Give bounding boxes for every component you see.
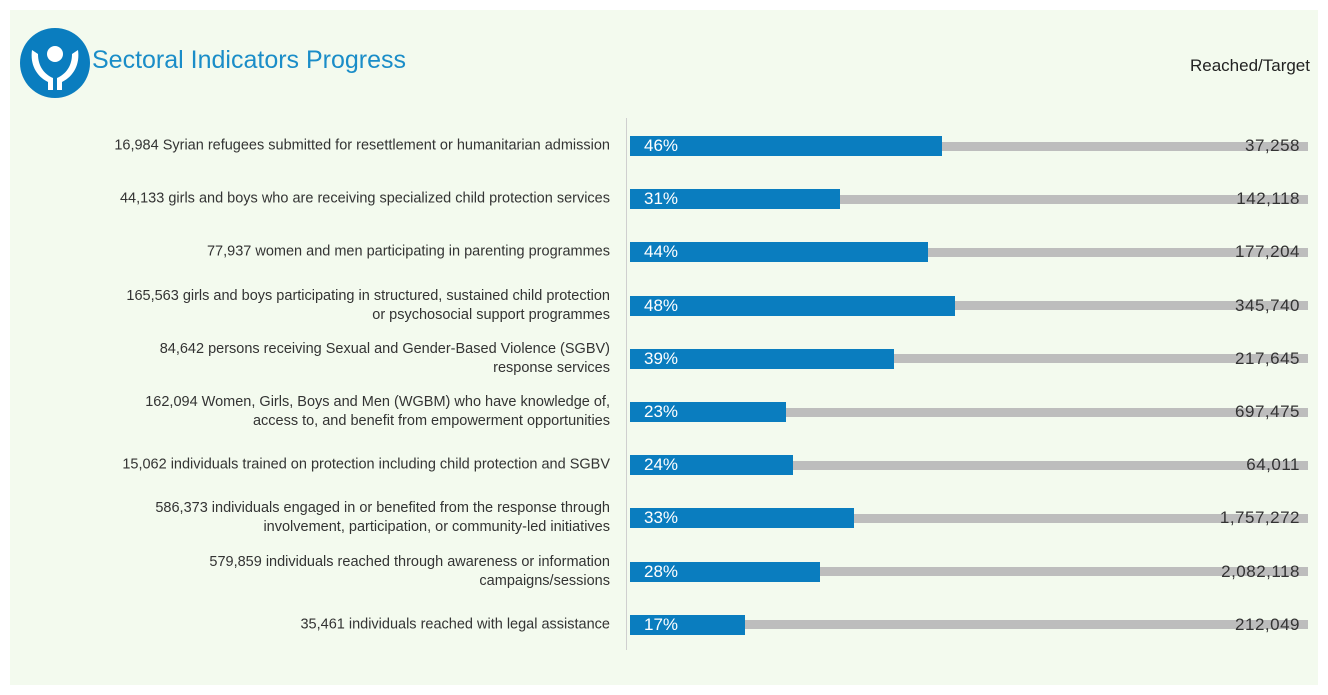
value-label: 46% [644,136,679,155]
legend-label: Reached/Target [1189,56,1310,75]
value-label: 39% [644,348,679,368]
target-label: 212,049 [1235,614,1300,634]
category-label: 162,094 Women, Girls, Boys and Men (WGBM… [145,394,610,429]
bar [630,348,895,369]
target-label: 217,645 [1235,348,1300,368]
bar [630,402,786,422]
bar [630,189,841,210]
target-track [630,354,1308,364]
chart-title: Sectoral Indicators Progress [92,46,407,74]
target-label: 177,204 [1235,242,1300,262]
category-label: 44,133 girls and boys who are receiving … [119,190,610,207]
category-label: 15,062 individuals trained on protection… [122,456,610,473]
bar [630,295,956,316]
target-label: 37,258 [1245,136,1300,155]
bar [630,561,820,582]
value-label: 28% [644,561,679,581]
target-track [630,194,1308,204]
category-label: 35,461 individuals reached with legal as… [300,616,610,633]
bar [630,242,929,263]
target-track [630,141,1308,151]
target-track [630,407,1308,417]
category-label: 586,373 individuals engaged in or benefi… [155,500,610,536]
target-track [630,247,1308,257]
bar [630,136,942,156]
category-label: 16,984 Syrian refugees submitted for res… [114,137,610,154]
category-label: 84,642 persons receiving Sexual and Gend… [159,340,610,376]
value-label: 17% [644,614,679,634]
value-label: 48% [644,295,679,315]
logo-icon [20,28,90,98]
target-label: 1,757,272 [1219,508,1300,528]
category-label: 579,859 individuals reached through awar… [209,553,610,589]
target-track [630,620,1308,630]
target-label: 142,118 [1236,189,1300,209]
bar [630,614,746,635]
target-track [630,460,1308,470]
target-label: 2,082,118 [1221,561,1300,581]
separator [626,118,627,650]
value-label: 44% [644,242,679,262]
target-track [630,513,1308,523]
value-label: 31% [644,189,679,209]
value-label: 24% [644,455,679,475]
target-track [630,567,1308,577]
target-label: 64,011 [1246,455,1300,475]
target-label: 345,740 [1235,295,1300,315]
bar [630,455,793,476]
target-track [630,301,1308,311]
bar [630,508,854,529]
target-label: 697,475 [1235,402,1300,421]
value-label: 33% [644,508,679,528]
value-label: 23% [644,402,679,421]
category-label: 165,563 girls and boys participating in … [126,287,610,323]
category-label: 77,937 women and men participating in pa… [206,243,610,260]
